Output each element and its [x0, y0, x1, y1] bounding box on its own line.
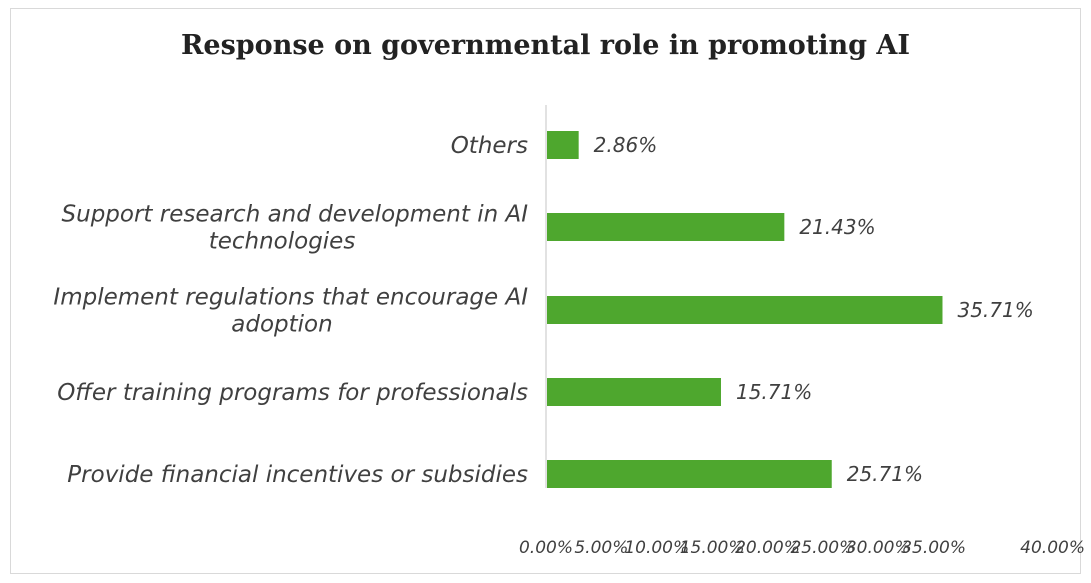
x-tick-label: 10.00% [624, 538, 689, 558]
data-label: 2.86% [594, 133, 658, 157]
data-label: 15.71% [736, 380, 812, 404]
x-tick-label: 5.00% [574, 538, 628, 558]
bar [547, 213, 785, 241]
x-tick-label: 25.00% [790, 538, 855, 558]
chart-title: Response on governmental role in promoti… [180, 30, 911, 61]
category-label: Provide financial incentives or subsidie… [67, 462, 528, 488]
data-label: 21.43% [799, 215, 875, 239]
bar [547, 378, 721, 406]
category-label: technologies [209, 229, 356, 255]
category-label: Offer training programs for professional… [57, 380, 528, 406]
bar [547, 131, 579, 159]
category-label: Support research and development in AI [62, 202, 529, 228]
chart-frame [10, 8, 1081, 574]
x-tick-label: 20.00% [735, 538, 800, 558]
x-tick-label: 15.00% [680, 538, 745, 558]
category-label: Implement regulations that encourage AI [53, 285, 528, 311]
x-tick-label: 30.00% [846, 538, 911, 558]
x-tick-label: 40.00% [1020, 538, 1085, 558]
x-tick-label: 0.00% [519, 538, 573, 558]
x-tick-label: 35.00% [901, 538, 966, 558]
data-label: 25.71% [847, 462, 923, 486]
data-label: 35.71% [957, 298, 1033, 322]
bar [547, 296, 943, 324]
bar [547, 460, 832, 488]
category-label: adoption [231, 312, 332, 338]
category-label: Others [451, 133, 528, 159]
